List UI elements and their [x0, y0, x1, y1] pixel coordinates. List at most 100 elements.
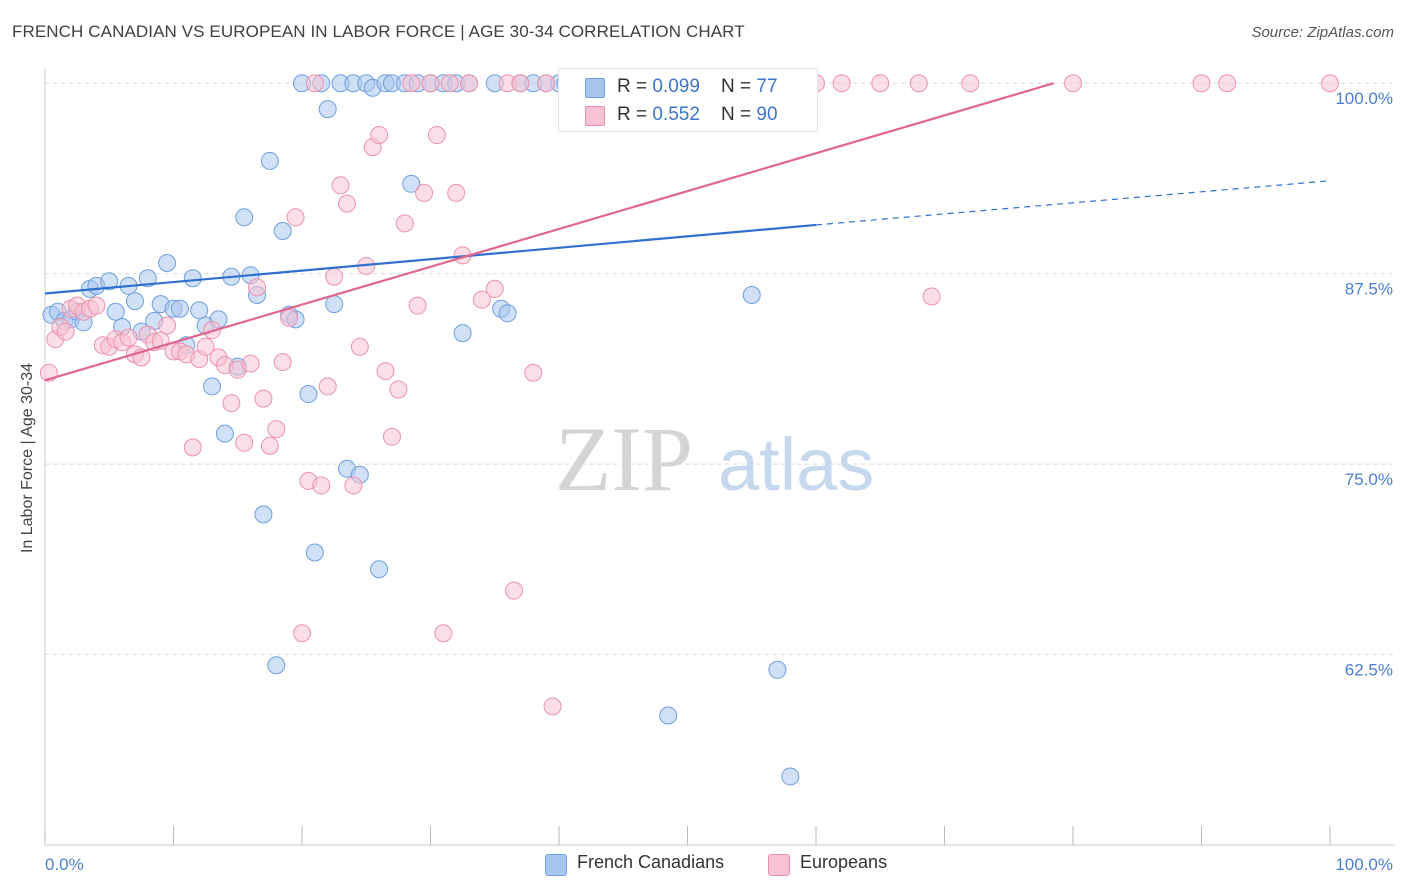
point-europeans-58: [408, 296, 427, 315]
point-europeans-56: [395, 214, 414, 233]
point-europeans-32: [241, 354, 260, 373]
legend-r-prefix: R =: [617, 76, 653, 97]
point-europeans-66: [460, 74, 479, 93]
legend-label-french-canadians: French Canadians: [577, 852, 725, 872]
point-french-canadians-50: [370, 560, 389, 579]
point-europeans-29: [222, 394, 241, 413]
point-europeans-31: [235, 433, 254, 452]
point-french-canadians-54: [402, 174, 421, 193]
correlation-legend: R = 0.099 N = 77 R = 0.552 N = 90: [558, 68, 818, 132]
x-tick-label-min: 0.0%: [45, 855, 84, 874]
point-french-canadians-14: [138, 269, 157, 288]
point-french-canadians-19: [170, 299, 189, 318]
series-legend: French Canadians Europeans: [0, 852, 1406, 876]
legend-swatch-french-canadians: [545, 854, 567, 876]
legend-n-value-europeans: 90: [756, 104, 778, 125]
point-french-canadians-32: [254, 505, 273, 524]
point-europeans-40: [293, 624, 311, 643]
legend-n-prefix: N =: [721, 104, 757, 125]
point-french-canadians-74: [768, 660, 787, 679]
point-europeans-57: [402, 74, 421, 93]
point-europeans-54: [382, 427, 401, 446]
point-europeans-70: [505, 581, 524, 600]
point-europeans-42: [305, 74, 324, 93]
legend-r-value-europeans: 0.552: [652, 104, 700, 125]
point-french-canadians-26: [215, 424, 234, 443]
point-europeans-61: [427, 126, 446, 145]
point-french-canadians-12: [125, 292, 144, 311]
legend-swatch-europeans: [585, 106, 605, 126]
point-europeans-13: [119, 328, 138, 347]
point-europeans-71: [511, 74, 530, 93]
point-europeans-33: [248, 278, 267, 297]
legend-n-prefix: N =: [721, 76, 757, 97]
point-europeans-64: [447, 183, 466, 202]
point-europeans-67: [472, 290, 491, 309]
point-europeans-89: [1218, 74, 1237, 93]
point-europeans-25: [196, 337, 215, 356]
point-europeans-84: [909, 74, 928, 93]
axes: [44, 68, 1395, 846]
tick-labels: 100.0% 87.5% 75.0% 62.5% 0.0% 100.0%: [45, 89, 1393, 874]
point-europeans-23: [183, 438, 202, 457]
point-europeans-62: [434, 624, 453, 643]
legend-r-value-french-canadians: 0.099: [652, 76, 700, 97]
x-tick-label-max: 100.0%: [1335, 855, 1393, 874]
chart-title: FRENCH CANADIAN VS EUROPEAN IN LABOR FOR…: [12, 22, 745, 41]
point-europeans-86: [961, 74, 980, 93]
point-europeans-46: [331, 176, 350, 195]
point-french-canadians-22: [190, 301, 209, 320]
point-europeans-74: [543, 697, 562, 716]
point-europeans-59: [415, 183, 434, 202]
zipatlas-watermark: ZIP atlas: [555, 408, 874, 510]
point-europeans-90: [1321, 74, 1339, 93]
point-europeans-49: [350, 337, 369, 356]
point-french-canadians-8: [100, 272, 119, 291]
point-french-canadians-24: [203, 377, 222, 396]
point-french-canadians-63: [498, 304, 517, 323]
point-europeans-68: [485, 279, 504, 298]
legend-r-prefix: R =: [617, 104, 653, 125]
point-europeans-3: [56, 322, 75, 341]
point-french-canadians-21: [183, 269, 202, 288]
point-french-canadians-17: [158, 254, 177, 273]
point-french-canadians-40: [305, 543, 324, 562]
watermark-zip: ZIP: [555, 408, 693, 510]
point-europeans-72: [524, 363, 543, 382]
trend-line-french-canadians: [44, 223, 817, 295]
y-tick-label-1: 87.5%: [1345, 280, 1393, 299]
point-french-canadians-43: [325, 295, 344, 314]
point-europeans-87: [1064, 74, 1082, 93]
point-french-canadians-29: [235, 208, 254, 227]
point-europeans-82: [832, 74, 851, 93]
point-french-canadians-34: [267, 656, 286, 675]
legend-label-europeans: Europeans: [800, 852, 888, 872]
point-europeans-63: [440, 74, 459, 93]
trend-lines: [44, 82, 1331, 382]
point-french-canadians-73: [742, 286, 761, 305]
point-french-canadians-9: [106, 302, 125, 321]
point-french-canadians-72: [659, 706, 678, 725]
series-europeans: [39, 74, 1339, 716]
point-french-canadians-39: [299, 385, 318, 404]
y-tick-label-0: 100.0%: [1335, 89, 1393, 108]
point-french-canadians-33: [260, 151, 279, 170]
trend-line-extension-french-canadians: [815, 180, 1331, 226]
point-europeans-39: [286, 208, 305, 227]
point-europeans-52: [370, 126, 389, 145]
point-europeans-60: [421, 74, 440, 93]
point-europeans-8: [87, 296, 106, 315]
point-europeans-34: [254, 389, 273, 408]
point-french-canadians-35: [273, 222, 292, 241]
point-europeans-83: [871, 74, 890, 93]
y-tick-label-2: 75.0%: [1345, 470, 1393, 489]
chart-source: Source: ZipAtlas.com: [1251, 24, 1394, 41]
point-europeans-85: [922, 287, 941, 306]
point-europeans-53: [376, 362, 395, 381]
trend-line-europeans: [44, 82, 1055, 382]
point-europeans-36: [267, 420, 286, 439]
point-europeans-73: [537, 74, 556, 93]
point-french-canadians-59: [453, 324, 472, 343]
point-europeans-44: [318, 377, 337, 396]
legend-n-value-french-canadians: 77: [756, 76, 778, 97]
